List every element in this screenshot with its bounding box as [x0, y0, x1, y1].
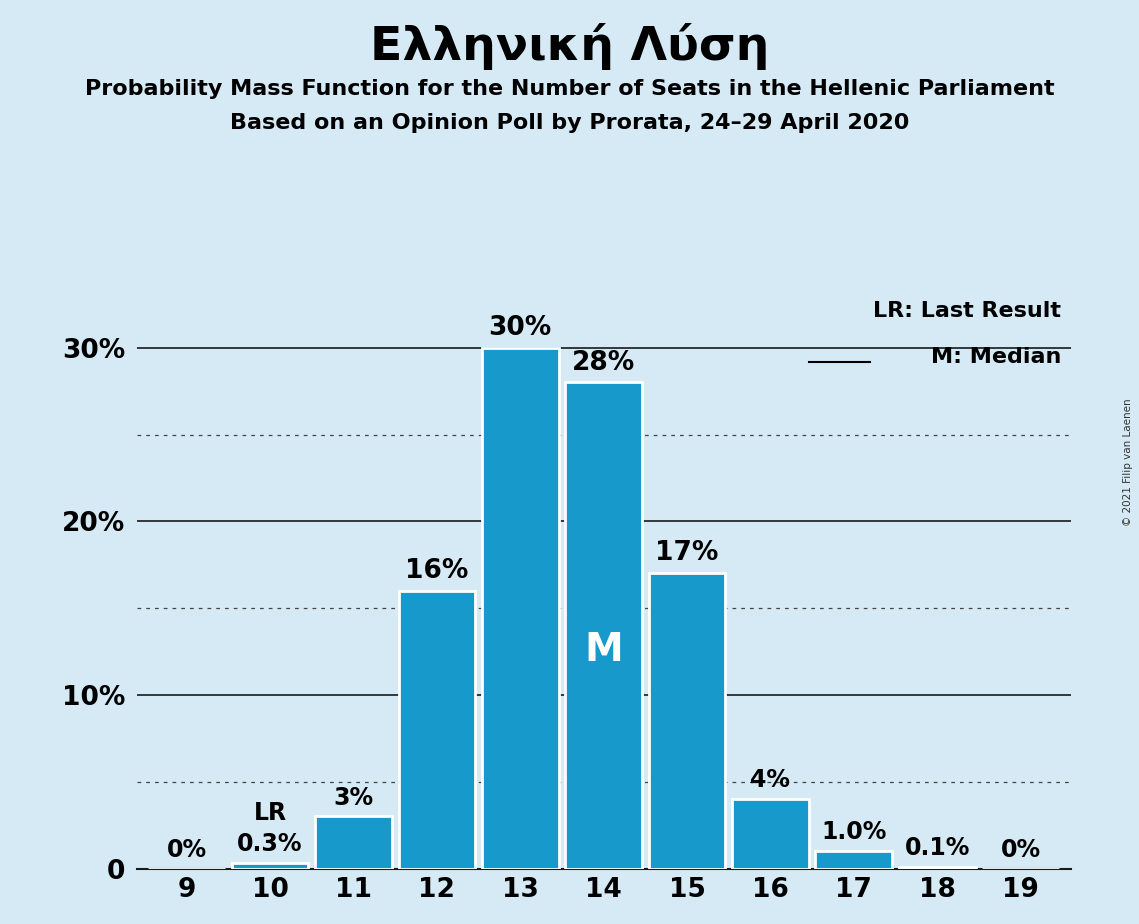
Text: 16%: 16% — [405, 558, 468, 584]
Text: 17%: 17% — [655, 541, 719, 566]
Bar — [565, 383, 642, 869]
Text: Probability Mass Function for the Number of Seats in the Hellenic Parliament: Probability Mass Function for the Number… — [84, 79, 1055, 99]
Bar — [231, 863, 309, 869]
Text: 0%: 0% — [1000, 838, 1041, 861]
Text: 1.0%: 1.0% — [821, 821, 886, 845]
Bar — [649, 574, 726, 869]
Text: LR: Last Result: LR: Last Result — [874, 301, 1062, 322]
Bar — [899, 867, 976, 869]
Text: 0.1%: 0.1% — [904, 836, 970, 860]
Text: 0%: 0% — [166, 838, 207, 861]
Text: Based on an Opinion Poll by Prorata, 24–29 April 2020: Based on an Opinion Poll by Prorata, 24–… — [230, 113, 909, 133]
Bar — [732, 799, 809, 869]
Text: 3%: 3% — [334, 785, 374, 809]
Text: 30%: 30% — [489, 315, 552, 341]
Text: 0.3%: 0.3% — [237, 833, 303, 857]
Text: M: Median: M: Median — [931, 347, 1062, 367]
Bar — [399, 590, 475, 869]
Text: © 2021 Filip van Laenen: © 2021 Filip van Laenen — [1123, 398, 1133, 526]
Bar — [316, 817, 392, 869]
Text: 4%: 4% — [751, 768, 790, 792]
Text: 28%: 28% — [572, 349, 636, 375]
Text: Ελληνική Λύση: Ελληνική Λύση — [370, 23, 769, 70]
Text: M: M — [584, 631, 623, 669]
Text: LR: LR — [254, 801, 287, 825]
Bar — [816, 851, 892, 869]
Bar — [482, 347, 558, 869]
